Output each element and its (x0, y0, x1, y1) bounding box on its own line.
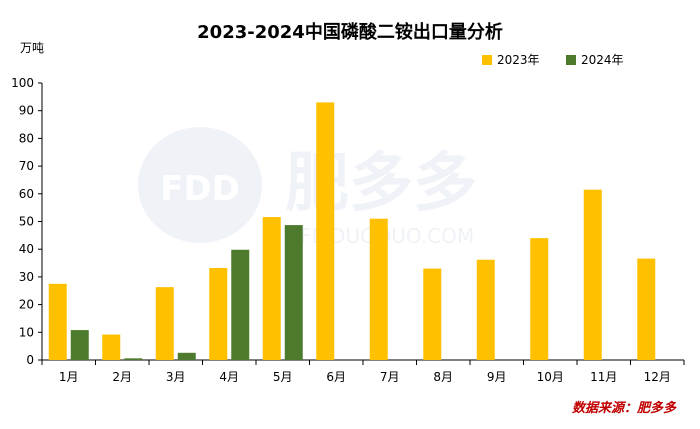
bar-2023 (530, 238, 549, 360)
x-tick-label: 11月 (590, 370, 617, 384)
bar-2023 (155, 287, 174, 360)
watermark: FDD 肥多多 FEIDUODUO.COM (138, 127, 477, 248)
y-tick-label: 60 (19, 187, 34, 201)
x-tick-label: 9月 (487, 370, 507, 384)
bar-2023 (369, 218, 388, 360)
chart-title: 2023-2024中国磷酸二铵出口量分析 (197, 21, 503, 43)
bar-2023 (316, 102, 335, 360)
legend-label: 2023年 (497, 53, 540, 67)
watermark-logo-shape (138, 127, 262, 243)
bars (48, 102, 656, 360)
y-tick-label: 50 (19, 215, 34, 229)
x-axis-ticks: 1月 2月 3月 4月 5月 6月 7月 8月 9月 10月 11月 12月 (41, 360, 685, 384)
bar-2024 (70, 330, 89, 360)
source-text: 数据来源：肥多多 (572, 400, 677, 416)
bar-2024 (177, 352, 196, 360)
bar-2023 (209, 268, 228, 360)
legend-swatch (566, 55, 576, 65)
legend-swatch (482, 55, 492, 65)
x-tick-label: 8月 (433, 370, 453, 384)
x-tick-label: 2月 (112, 370, 132, 384)
bar-2023 (476, 259, 495, 360)
x-tick-label: 3月 (166, 370, 186, 384)
x-tick-label: 12月 (644, 370, 671, 384)
y-tick-label: 80 (19, 131, 34, 145)
y-tick-label: 30 (19, 270, 34, 284)
x-tick-label: 4月 (219, 370, 239, 384)
y-axis-ticks: 0 10 20 30 40 50 60 70 80 90 100 (11, 76, 42, 367)
bar-2023 (583, 189, 602, 360)
x-tick-label: 10月 (537, 370, 564, 384)
legend-label: 2024年 (581, 53, 624, 67)
y-tick-label: 20 (19, 298, 34, 312)
watermark-logo-text: FDD (160, 169, 240, 209)
bar-2024 (231, 249, 250, 360)
x-tick-label: 1月 (59, 370, 79, 384)
y-tick-label: 90 (19, 104, 34, 118)
bar-2023 (423, 268, 442, 360)
bar-2023 (637, 258, 656, 360)
x-tick-label: 7月 (380, 370, 400, 384)
x-tick-label: 5月 (273, 370, 293, 384)
y-tick-label: 0 (26, 353, 34, 367)
bar-2023 (102, 334, 121, 360)
y-axis-unit-label: 万吨 (20, 41, 44, 55)
y-tick-label: 10 (19, 325, 34, 339)
bar-2024 (284, 225, 303, 360)
bar-2023 (262, 217, 281, 360)
bar-2024 (124, 358, 143, 360)
bar-2023 (48, 283, 67, 360)
y-tick-label: 40 (19, 242, 34, 256)
x-tick-label: 6月 (326, 370, 346, 384)
legend: 2023年 2024年 (482, 53, 624, 67)
watermark-brand-text: 肥多多 (285, 147, 477, 221)
y-tick-label: 100 (11, 76, 34, 90)
y-tick-label: 70 (19, 159, 34, 173)
